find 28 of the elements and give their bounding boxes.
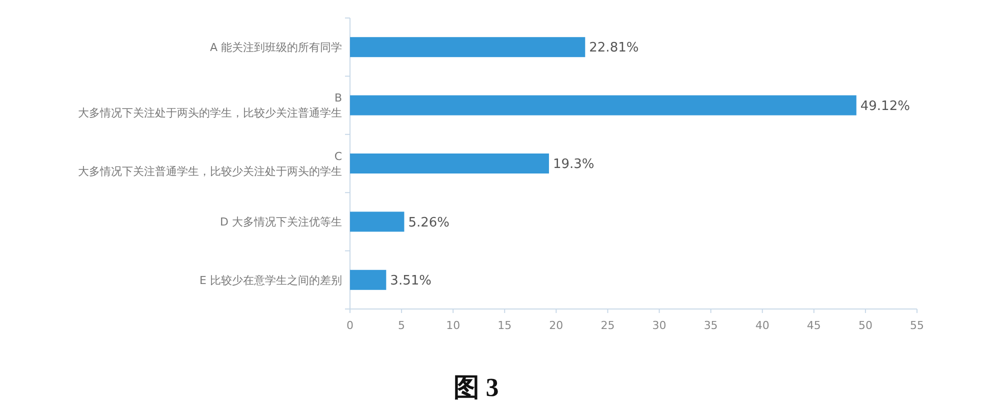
x-tick-label: 55 xyxy=(910,319,924,332)
x-tick-label: 25 xyxy=(600,319,615,332)
x-tick-label: 20 xyxy=(549,319,564,332)
x-tick-label: 35 xyxy=(704,319,718,332)
y-tick-label: B 大多情况下关注处于两头的学生，比较少关注普通学生 xyxy=(78,92,342,120)
x-tick-label: 30 xyxy=(652,319,666,332)
data-label: 3.51% xyxy=(390,273,432,288)
x-tick-label: 10 xyxy=(446,319,460,332)
bar xyxy=(350,270,386,290)
bar xyxy=(350,154,549,174)
data-label: 5.26% xyxy=(408,215,450,230)
x-tick-label: 45 xyxy=(806,319,821,332)
bar xyxy=(350,37,586,58)
y-tick-label: A 能关注到班级的所有同学 xyxy=(210,40,342,54)
x-tick-label: 5 xyxy=(398,319,406,332)
data-label: 19.3% xyxy=(552,157,594,172)
x-tick-label: 50 xyxy=(858,319,872,332)
data-label: 49.12% xyxy=(860,98,910,114)
bar xyxy=(350,95,856,116)
x-tick-label: 0 xyxy=(346,319,354,332)
bar xyxy=(350,212,404,232)
x-tick-label: 15 xyxy=(498,319,512,332)
y-tick-label: C 大多情况下关注普通学生，比较少关注处于两头的学生 xyxy=(78,150,342,178)
y-tick-label: E 比较少在意学生之间的差别 xyxy=(200,274,342,287)
y-tick-label: D 大多情况下关注优等生 xyxy=(220,216,342,229)
data-label: 22.81% xyxy=(589,40,639,56)
text: 图 3 xyxy=(453,373,499,402)
x-tick-label: 40 xyxy=(755,319,770,332)
